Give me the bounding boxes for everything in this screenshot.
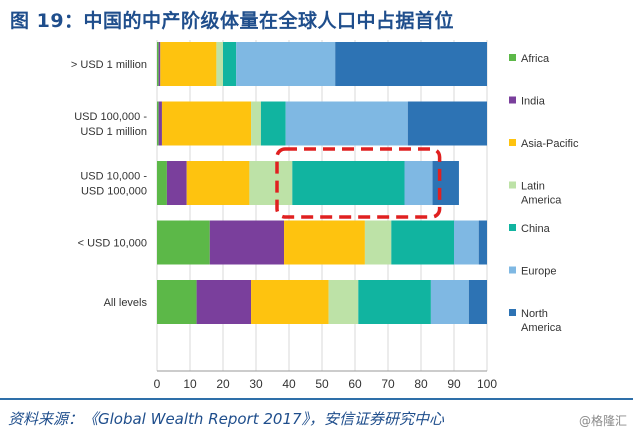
bar-usd-100-000-usd-1-million-africa xyxy=(157,101,159,146)
x-tick-label-90: 90 xyxy=(447,377,461,391)
legend-label-line: Asia-Pacific xyxy=(521,138,579,150)
x-axis-ticks: 0 10 20 30 40 50 60 70 80 90 100 xyxy=(154,377,498,391)
legend-label-india: India xyxy=(521,96,546,108)
bar-all-levels-china xyxy=(358,280,431,324)
bar-usd-1-million-latin-america xyxy=(216,42,223,86)
legend-label-china: China xyxy=(521,223,551,235)
category-label-line: USD 100,000 xyxy=(81,186,147,198)
bar-usd-10-000-usd-100-000-africa xyxy=(157,161,167,205)
x-tick-label-40: 40 xyxy=(282,377,296,391)
legend-label-europe: Europe xyxy=(521,266,556,278)
bar-usd-10-000-usd-100-000-china xyxy=(292,161,405,205)
bar-usd-10-000-asia-pacific xyxy=(284,220,365,265)
title-bar: 图 19：中国的中产阶级体量在全球人口中占据首位 xyxy=(0,0,633,42)
bar-usd-10-000-usd-100-000-europe xyxy=(404,161,433,205)
legend-label-line: North xyxy=(521,308,548,320)
legend-label-line: Latin xyxy=(521,181,545,193)
bar-usd-1-million-china xyxy=(223,42,237,86)
category-label-all-levels: All levels xyxy=(104,297,148,309)
x-tick-label-100: 100 xyxy=(477,377,497,391)
x-tick-label-10: 10 xyxy=(183,377,197,391)
bar-usd-1-million-india xyxy=(158,42,161,86)
bar-usd-100-000-usd-1-million-europe xyxy=(285,101,408,146)
bar-usd-100-000-usd-1-million-latin-america xyxy=(251,101,261,146)
bar-usd-100-000-usd-1-million-asia-pacific xyxy=(161,101,252,146)
stacked-bar-chart: > USD 1 million USD 100,000 - USD 1 millio… xyxy=(0,40,633,398)
plot-background xyxy=(0,40,633,398)
category-label-usd-10-000-usd-100-000: USD 10,000 - USD 100,000 xyxy=(80,171,147,198)
category-label-line: USD 100,000 - xyxy=(74,111,147,123)
bar-usd-1-million-north-america xyxy=(335,42,487,86)
legend-label-line: America xyxy=(521,322,562,334)
category-label-line: USD 10,000 - xyxy=(80,171,147,183)
legend-swatch-africa xyxy=(509,54,516,61)
bar-usd-10-000-usd-100-000-north-america xyxy=(432,161,459,205)
source-note: 资料来源：《Global Wealth Report 2017》，安信证券研究中… xyxy=(8,410,445,428)
category-label-usd-1-million: > USD 1 million xyxy=(71,59,147,71)
legend-label-latin-america: Latin America xyxy=(521,181,562,207)
watermark: @格隆汇 xyxy=(578,414,627,428)
bar-usd-10-000-usd-100-000-india xyxy=(166,161,187,205)
bar-usd-10-000-usd-100-000-asia-pacific xyxy=(186,161,250,205)
category-labels: > USD 1 million USD 100,000 - USD 1 millio… xyxy=(71,59,148,309)
category-label-line: All levels xyxy=(104,297,148,309)
x-tick-label-50: 50 xyxy=(315,377,329,391)
legend-swatch-china xyxy=(509,224,516,231)
x-tick-label-80: 80 xyxy=(414,377,428,391)
highlight-annotation xyxy=(275,147,442,219)
legend-label-africa: Africa xyxy=(521,53,550,65)
bar-usd-10-000-africa xyxy=(157,220,210,265)
legend-label-asia-pacific: Asia-Pacific xyxy=(521,138,579,150)
legend-swatch-north-america xyxy=(509,309,516,316)
legend-swatch-europe xyxy=(509,266,516,274)
bar-usd-10-000-china xyxy=(391,220,454,265)
x-tick-label-70: 70 xyxy=(381,377,395,391)
legend-label-line: Africa xyxy=(521,53,550,65)
bar-usd-1-million-europe xyxy=(236,42,336,86)
source-bar: 资料来源：《Global Wealth Report 2017》，安信证券研究中… xyxy=(0,398,633,438)
bar-usd-10-000-usd-100-000-latin-america xyxy=(249,161,293,205)
legend-swatch-india xyxy=(509,96,516,104)
bar-usd-10-000-latin-america xyxy=(364,220,392,265)
highlight-dashed-box xyxy=(275,147,442,219)
legend-swatch-latin-america xyxy=(509,181,516,189)
bar-all-levels-latin-america xyxy=(328,280,359,324)
bar-all-levels-asia-pacific xyxy=(251,280,329,324)
legend-swatch-asia-pacific xyxy=(509,139,516,146)
figure-title: 图 19：中国的中产阶级体量在全球人口中占据首位 xyxy=(10,10,455,32)
bar-all-levels-north-america xyxy=(468,280,487,324)
bar-all-levels-india xyxy=(196,280,252,324)
category-label-line: < USD 10,000 xyxy=(78,238,147,250)
bar-usd-10-000-north-america xyxy=(478,220,487,265)
category-label-line: USD 1 million xyxy=(80,126,147,138)
bar-usd-10-000-europe xyxy=(454,220,479,265)
bar-usd-10-000-india xyxy=(209,220,285,265)
x-tick-label-20: 20 xyxy=(216,377,230,391)
bar-usd-100-000-usd-1-million-north-america xyxy=(407,101,487,146)
bar-usd-1-million-africa xyxy=(157,42,159,86)
legend-label-line: India xyxy=(521,96,546,108)
category-label-line: > USD 1 million xyxy=(71,59,147,71)
legend-label-line: America xyxy=(521,195,562,207)
category-label-usd-10-000: < USD 10,000 xyxy=(78,238,147,250)
x-tick-label-0: 0 xyxy=(154,377,161,391)
bar-usd-1-million-asia-pacific xyxy=(160,42,217,86)
legend-label-north-america: North America xyxy=(521,308,562,334)
x-tick-label-60: 60 xyxy=(348,377,362,391)
category-label-usd-100-000-usd-1-million: USD 100,000 - USD 1 million xyxy=(74,111,147,138)
legend-label-line: China xyxy=(521,223,551,235)
legend: Africa India Asia-Pacific Latin America China… xyxy=(509,53,579,334)
x-tick-label-30: 30 xyxy=(249,377,263,391)
bars xyxy=(157,42,487,324)
bar-all-levels-africa xyxy=(157,280,197,324)
bar-all-levels-europe xyxy=(430,280,469,324)
bar-usd-100-000-usd-1-million-china xyxy=(260,101,286,146)
bar-usd-100-000-usd-1-million-india xyxy=(158,101,162,146)
legend-label-line: Europe xyxy=(521,266,556,278)
